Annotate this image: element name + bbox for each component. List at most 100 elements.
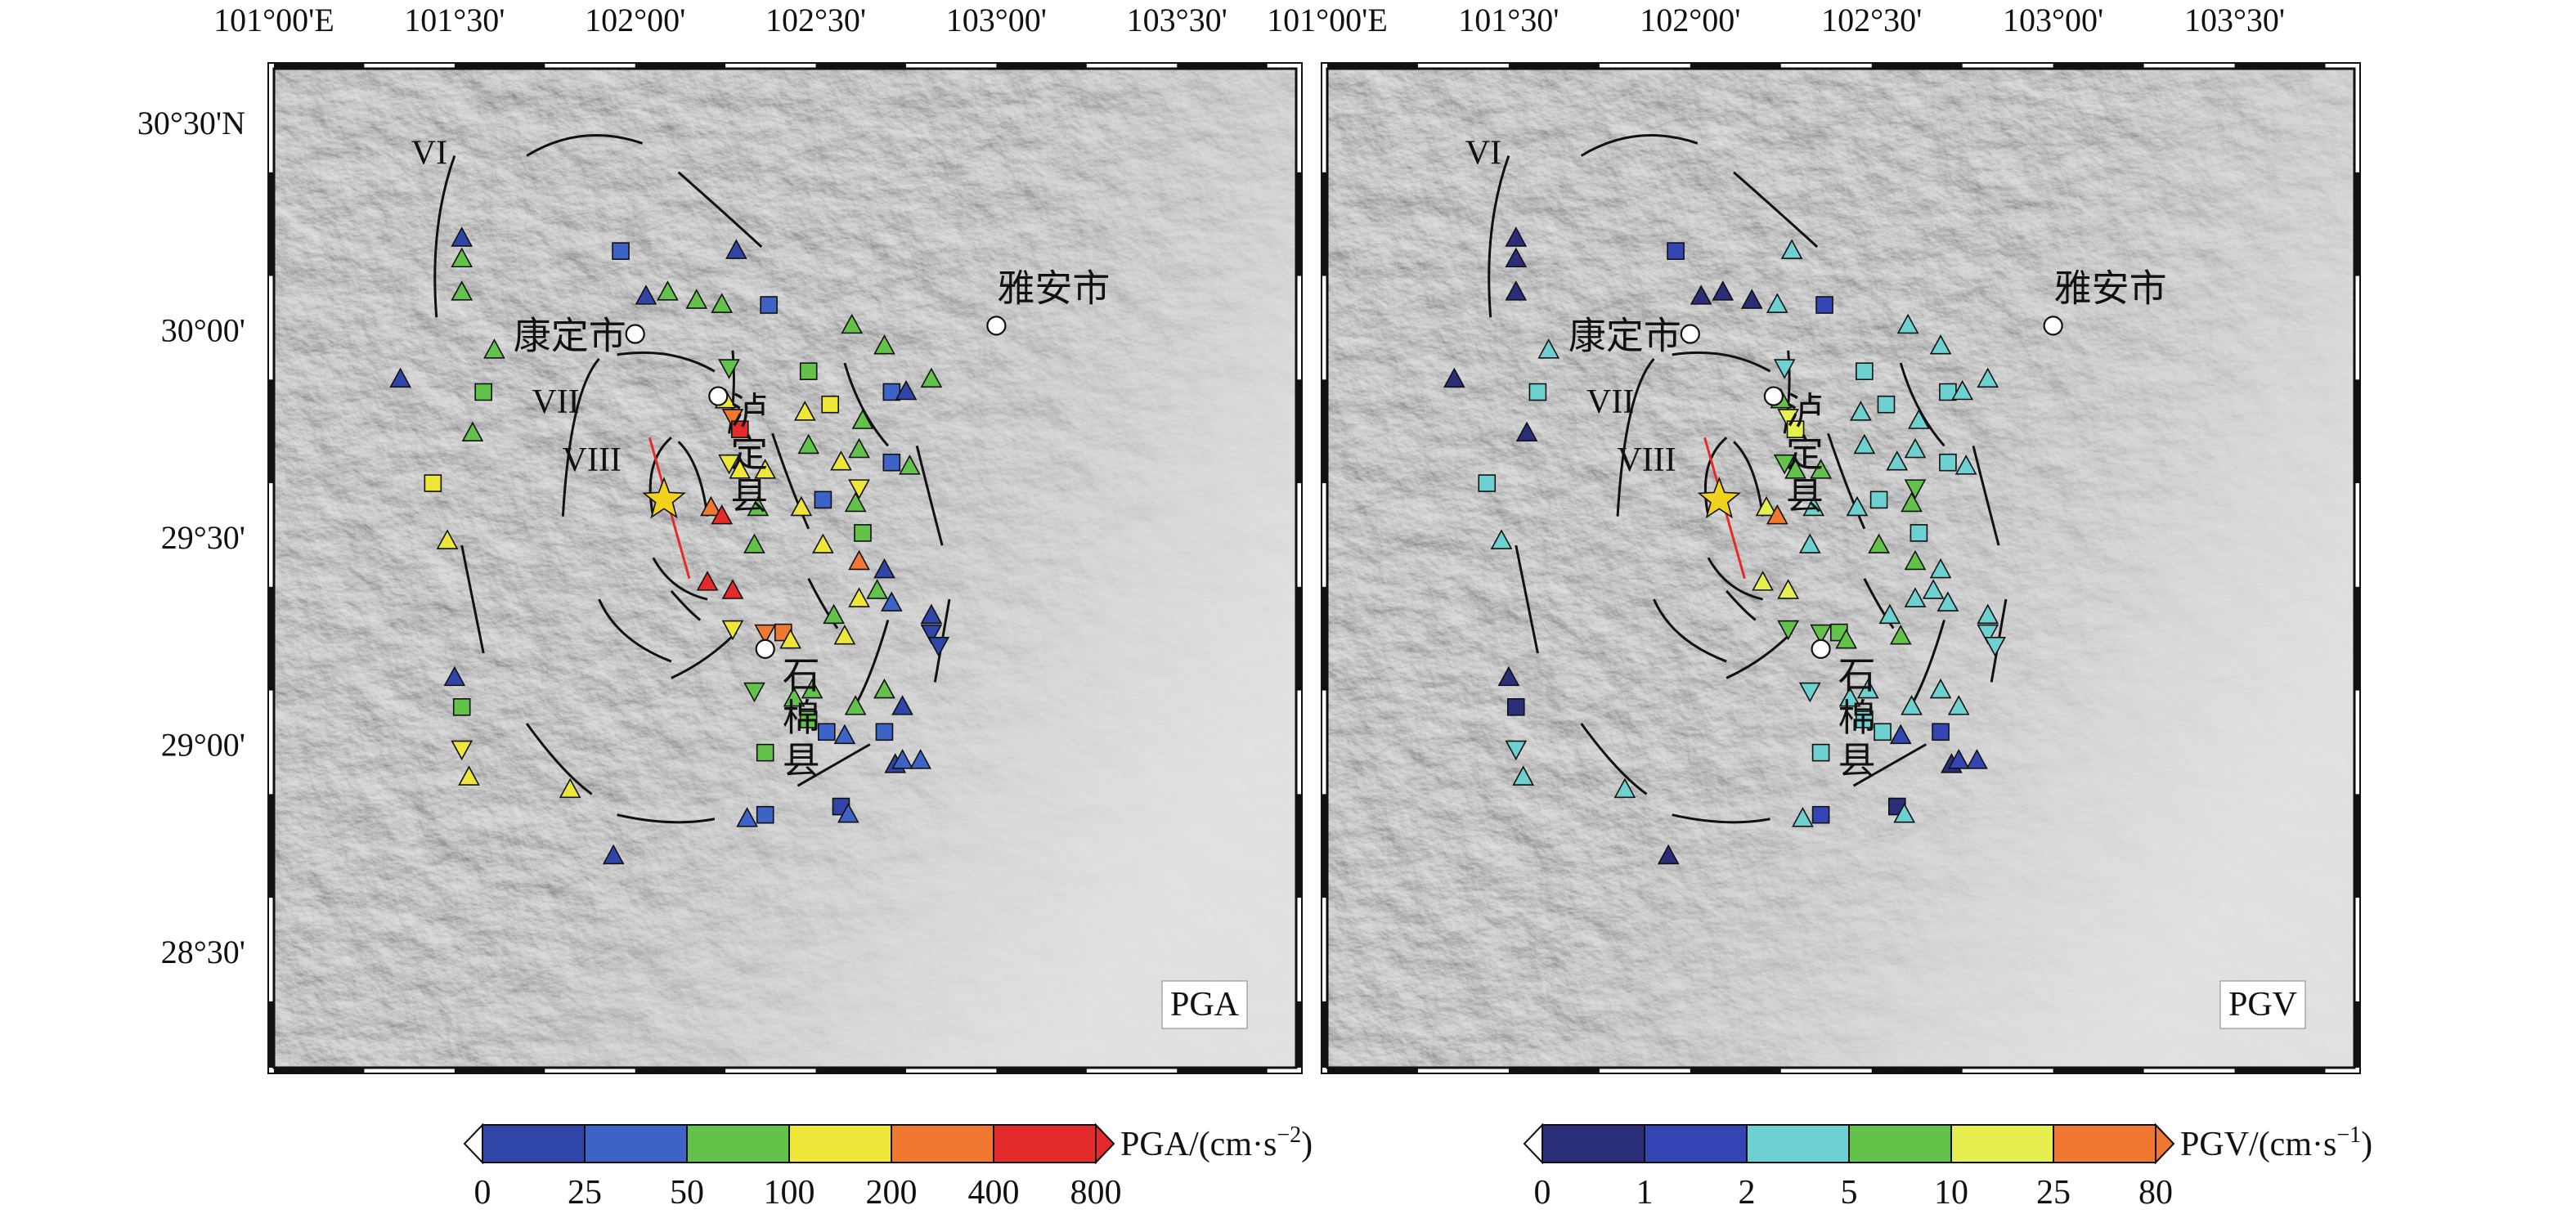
station-marker [1904, 437, 1927, 459]
station-marker [718, 359, 740, 379]
station-marker [833, 624, 856, 645]
frame-segment [1296, 172, 1302, 276]
station-marker [848, 437, 870, 459]
station-marker [837, 803, 859, 823]
frame-segment [996, 1068, 1087, 1073]
intensity-label: VI [411, 135, 447, 172]
colorbar-swatch [584, 1124, 688, 1163]
basin-lowland [1327, 69, 2354, 1068]
isoseismal-line [771, 432, 810, 530]
frame-segment [1296, 379, 1302, 484]
station-marker [685, 289, 708, 309]
station-marker [1777, 620, 1799, 641]
station-marker [452, 698, 471, 716]
isoseismal-line [1616, 357, 1655, 517]
station-marker [458, 765, 480, 786]
colorbar-tick-label: 50 [670, 1174, 704, 1212]
isoseismal-line [525, 723, 593, 795]
city-marker [755, 638, 775, 659]
panel-title-box [1161, 980, 1248, 1029]
latitude-tick-label: 29°00' [161, 726, 245, 763]
station-marker [1512, 765, 1535, 786]
station-marker [1977, 624, 1999, 645]
isoseismal-line [1580, 723, 1648, 795]
station-marker [1810, 459, 1832, 479]
city-marker [1811, 638, 1831, 659]
station-marker [1766, 293, 1788, 313]
station-marker [1904, 479, 1927, 500]
station-marker [801, 678, 824, 699]
station-marker [1856, 678, 1879, 699]
isoseismal-line [1672, 351, 1771, 373]
station-marker [721, 579, 744, 599]
isoseismal-line [1733, 441, 1765, 517]
station-marker [1786, 420, 1805, 438]
station-marker [1877, 395, 1896, 414]
colorbar-tick-label: 1 [1636, 1174, 1654, 1212]
intensity-label: VI [1465, 135, 1501, 172]
colorbar-swatch [1542, 1124, 1645, 1163]
intensity-label: VII [1586, 383, 1634, 421]
station-marker [1869, 491, 1888, 509]
station-marker [730, 420, 749, 438]
station-marker [779, 629, 801, 649]
station-marker [1932, 723, 1950, 741]
colorbar-pga: 0 25 50 100 200 400 800 PGA/(cm·s−2) [463, 1122, 1313, 1212]
colorbar-tick-label: 2 [1739, 1174, 1756, 1212]
panel-title: PGA [1170, 986, 1240, 1024]
isoseismal-line [1672, 813, 1770, 824]
colorbar-tick-label: 400 [968, 1174, 1020, 1212]
station-marker [718, 454, 740, 475]
colorbar-swatch [482, 1124, 586, 1163]
station-marker [1853, 433, 1876, 455]
station-marker [899, 455, 921, 475]
longitude-tick-label: 102°30' [765, 2, 866, 38]
station-marker [736, 807, 758, 827]
intensity-label: VIII [563, 441, 622, 479]
station-marker [474, 383, 492, 401]
frame-segment [815, 63, 906, 69]
isoseismal-line [843, 362, 890, 447]
isoseismal-line [1852, 743, 1928, 787]
station-marker [1766, 504, 1788, 525]
colorbar-swatch [1746, 1124, 1850, 1163]
station-marker [1966, 749, 1988, 769]
station-marker [1712, 280, 1735, 301]
map-frame [272, 67, 1298, 1069]
frame-segment [1296, 794, 1302, 898]
station-marker [866, 579, 888, 599]
frame-segment [996, 63, 1087, 69]
longitude-tick-label: 102°00' [585, 2, 685, 38]
station-marker [927, 637, 950, 657]
colorbar-swatch [2053, 1124, 2156, 1163]
station-marker [1802, 495, 1825, 517]
station-marker [844, 491, 867, 513]
longitude-tick-label: 101°30' [1458, 2, 1559, 38]
city-label-char: 县 [730, 476, 768, 517]
frame-segment [268, 379, 274, 484]
station-marker [1904, 587, 1927, 607]
frame-segment [1508, 1068, 1600, 1073]
station-marker [882, 453, 901, 472]
city-label: 康定市 [514, 316, 626, 357]
isoseismal-line [1707, 557, 1763, 601]
station-marker [1515, 421, 1538, 442]
city-marker [625, 324, 645, 344]
frame-segment [274, 63, 365, 69]
station-marker [1901, 491, 1923, 513]
station-marker [1929, 678, 1952, 699]
colorbar-max-triangle [1095, 1122, 1115, 1165]
isoseismal-line [617, 351, 716, 373]
colorbar-min-triangle [1523, 1122, 1543, 1165]
station-marker [1901, 695, 1923, 715]
city-label: 泸定县 [1786, 391, 1824, 517]
city-label-char: 定 [1786, 433, 1824, 475]
city-label: 石棉县 [1838, 655, 1876, 782]
station-marker [1846, 495, 1869, 517]
station-marker [424, 474, 442, 492]
station-marker [754, 624, 777, 645]
station-marker [1490, 529, 1513, 549]
city-label-char: 石 [783, 655, 820, 697]
